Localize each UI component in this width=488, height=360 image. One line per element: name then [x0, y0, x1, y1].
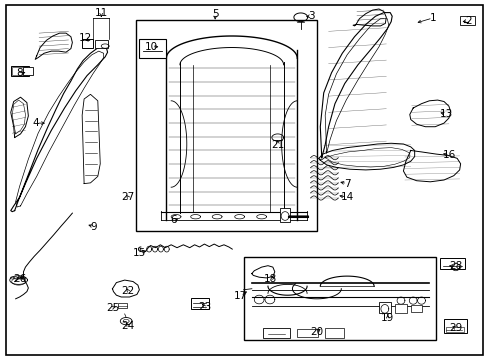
- Text: 17: 17: [233, 291, 247, 301]
- Text: 4: 4: [33, 118, 40, 128]
- Text: 24: 24: [121, 321, 135, 331]
- Text: 8: 8: [16, 68, 23, 78]
- Bar: [243, 257, 435, 340]
- Text: 1: 1: [428, 13, 435, 23]
- Bar: [445, 327, 463, 332]
- Text: 22: 22: [121, 286, 135, 296]
- Text: 23: 23: [197, 302, 211, 312]
- Text: 3: 3: [307, 11, 314, 21]
- Text: 10: 10: [145, 42, 158, 52]
- Bar: [95, 40, 107, 48]
- Text: 13: 13: [438, 109, 452, 120]
- Bar: [279, 208, 290, 222]
- Text: 20: 20: [310, 327, 323, 337]
- Bar: [325, 328, 343, 338]
- Bar: [378, 302, 390, 313]
- Text: 14: 14: [340, 192, 353, 202]
- Text: 18: 18: [263, 274, 277, 284]
- Text: 25: 25: [105, 303, 119, 313]
- Text: 29: 29: [448, 323, 462, 333]
- Text: 27: 27: [121, 192, 135, 202]
- Text: 19: 19: [380, 312, 394, 323]
- Text: 9: 9: [90, 222, 97, 232]
- Text: 2: 2: [464, 15, 471, 26]
- Bar: [136, 20, 316, 231]
- Bar: [459, 16, 474, 25]
- Bar: [139, 39, 166, 58]
- Bar: [82, 39, 93, 48]
- Text: 12: 12: [79, 33, 92, 43]
- Bar: [190, 298, 209, 309]
- Bar: [263, 328, 289, 338]
- Bar: [11, 66, 29, 76]
- Bar: [443, 319, 467, 333]
- Bar: [410, 305, 421, 312]
- Text: 21: 21: [270, 140, 284, 150]
- Bar: [12, 67, 27, 75]
- Bar: [118, 303, 127, 308]
- Bar: [394, 304, 407, 313]
- Text: 6: 6: [170, 215, 177, 225]
- Bar: [297, 329, 317, 337]
- Text: 7: 7: [343, 179, 350, 189]
- Bar: [439, 258, 464, 269]
- Text: 5: 5: [211, 9, 218, 19]
- Text: 16: 16: [442, 150, 456, 160]
- Text: 15: 15: [132, 248, 146, 258]
- Bar: [23, 67, 33, 75]
- Text: 28: 28: [448, 261, 462, 271]
- Text: 11: 11: [94, 8, 108, 18]
- Text: 26: 26: [13, 274, 26, 284]
